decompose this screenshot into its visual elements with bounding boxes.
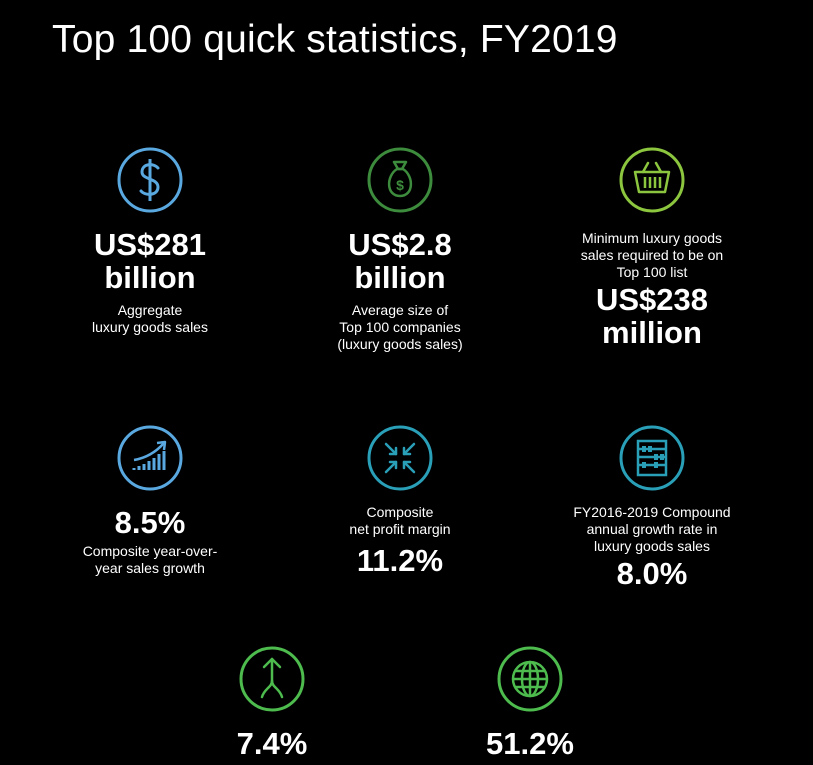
growth-chart-icon bbox=[117, 425, 183, 491]
stat-sales-growth: 8.5% Composite year-over- year sales gro… bbox=[50, 424, 250, 577]
stat-cagr: FY2016-2019 Compound annual growth rate … bbox=[542, 424, 762, 590]
stat-value: 8.0% bbox=[616, 556, 688, 591]
stat-label: sales required to be on bbox=[580, 247, 724, 263]
stat-label: Aggregate bbox=[117, 302, 183, 318]
stat-seven: 7.4% bbox=[172, 645, 372, 760]
stat-eight: 51.2% bbox=[430, 645, 630, 760]
svg-text:$: $ bbox=[396, 177, 404, 193]
globe-icon bbox=[497, 646, 563, 712]
stat-label: (luxury goods sales) bbox=[337, 336, 463, 352]
stat-average-size: $ US$2.8 billion Average size of Top 100… bbox=[300, 146, 500, 353]
stat-label: Minimum luxury goods bbox=[581, 230, 723, 246]
stat-value: 8.5% bbox=[114, 505, 186, 540]
stat-value: million bbox=[602, 315, 702, 350]
stat-profit-margin: Composite net profit margin 11.2% bbox=[300, 424, 500, 577]
abacus-icon bbox=[619, 425, 685, 491]
stat-label: luxury goods sales bbox=[92, 319, 208, 335]
stat-value: 11.2% bbox=[356, 543, 444, 578]
stat-label: net profit margin bbox=[349, 521, 451, 537]
compress-arrows-icon bbox=[367, 425, 433, 491]
stat-minimum-sales: Minimum luxury goods sales required to b… bbox=[542, 146, 762, 349]
stat-value: billion bbox=[354, 260, 446, 295]
stat-label: Composite year-over- bbox=[82, 543, 218, 559]
merge-arrow-icon bbox=[239, 646, 305, 712]
stat-label: year sales growth bbox=[95, 560, 205, 576]
stat-aggregate-sales: US$281 billion Aggregate luxury goods sa… bbox=[50, 146, 250, 336]
stat-label: FY2016-2019 Compound bbox=[573, 504, 731, 520]
stat-value: US$2.8 bbox=[348, 227, 452, 262]
stat-label: Composite bbox=[366, 504, 434, 520]
stat-label: Top 100 list bbox=[616, 264, 688, 280]
stat-value: 51.2% bbox=[486, 726, 574, 761]
dollar-icon bbox=[117, 147, 183, 213]
stat-value: US$281 bbox=[93, 227, 207, 262]
shopping-basket-icon bbox=[619, 147, 685, 213]
stat-label: luxury goods sales bbox=[594, 538, 710, 554]
stat-value: billion bbox=[104, 260, 196, 295]
money-bag-icon: $ bbox=[367, 147, 433, 213]
page-title: Top 100 quick statistics, FY2019 bbox=[52, 18, 618, 61]
stat-label: annual growth rate in bbox=[586, 521, 718, 537]
stat-value: US$238 bbox=[595, 282, 709, 317]
stat-value: 7.4% bbox=[236, 726, 308, 761]
stat-label: Average size of bbox=[351, 302, 449, 318]
stat-label: Top 100 companies bbox=[339, 319, 461, 335]
